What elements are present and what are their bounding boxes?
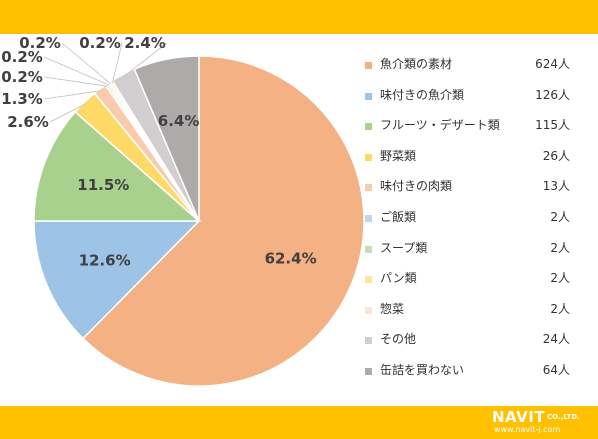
- legend-item: ご飯類 2人: [360, 205, 592, 236]
- legend-value: 13人: [542, 179, 570, 194]
- legend-swatch: [365, 337, 372, 345]
- legend: 魚介類の素材 624人味付きの魚介類 126人フルーツ・デザート類 115人野菜類 26…: [360, 52, 592, 389]
- legend-swatch: [365, 184, 372, 192]
- legend-item: パン類 2人: [360, 266, 592, 297]
- pie-data-label: 12.6%: [79, 251, 131, 269]
- legend-label: 惣菜: [380, 301, 405, 316]
- legend-value: 624人: [535, 57, 570, 71]
- leader-line: [112, 42, 123, 83]
- legend-swatch: [365, 62, 372, 69]
- legend-swatch: [365, 214, 372, 222]
- legend-swatch: [365, 367, 372, 375]
- logo-url: www.navit-j.com: [494, 425, 561, 434]
- top-banner: [0, 0, 598, 34]
- pie-slices: [33, 55, 365, 387]
- legend-value: 24人: [542, 332, 570, 347]
- leader-lines: [43, 42, 168, 123]
- legend-item: 味付きの魚介類 126人: [360, 83, 592, 114]
- pie-data-label: 1.3%: [1, 90, 43, 108]
- legend-item: 野菜類 26人: [360, 144, 592, 175]
- legend-value: 2人: [550, 271, 570, 286]
- legend-label: 味付きの肉類: [380, 179, 453, 194]
- pie-slice: [33, 110, 201, 222]
- pie-slice: [33, 220, 201, 340]
- pie-data-label: 6.4%: [158, 112, 200, 130]
- legend-item: その他 24人: [360, 327, 592, 358]
- leader-line: [123, 42, 168, 77]
- legend-value: 2人: [550, 301, 570, 316]
- logo-name: NAVIT: [492, 408, 546, 426]
- legend-label: 魚介類の素材: [380, 57, 453, 71]
- legend-value: 26人: [542, 148, 570, 163]
- legend-item: スープ類 2人: [360, 236, 592, 267]
- legend-label: 野菜類: [380, 148, 417, 163]
- pie-data-label: 0.2%: [1, 48, 43, 66]
- pie-data-label: 2.4%: [124, 34, 166, 52]
- legend-swatch: [365, 276, 372, 284]
- legend-item: 魚介類の素材 624人: [360, 52, 592, 83]
- pie-data-label: 0.2%: [1, 68, 43, 86]
- legend-swatch: [365, 153, 372, 161]
- legend-value: 126人: [535, 87, 570, 102]
- legend-swatch: [365, 123, 372, 131]
- pie-data-label: 11.5%: [77, 176, 129, 194]
- legend-item: 惣菜 2人: [360, 297, 592, 328]
- legend-item: フルーツ・デザート類 115人: [360, 113, 592, 144]
- data-labels: 62.4%12.6%11.5%2.6%1.3%0.2%0.2%0.2% 0.2% 2…: [1, 34, 316, 269]
- legend-swatch: [365, 92, 372, 100]
- legend-value: 115人: [535, 118, 570, 133]
- pie-data-label: 0.2%: [79, 34, 121, 52]
- legend-label: 缶詰を買わない: [380, 362, 465, 377]
- legend-value: 2人: [550, 209, 570, 224]
- leader-line: [49, 103, 87, 123]
- logo-suffix: CO.,LTD.: [547, 413, 580, 421]
- pie-data-label: 0.2%: [19, 34, 61, 52]
- pie-data-label: 62.4%: [265, 250, 317, 268]
- navit-logo: NAVIT CO.,LTD. www.navit-j.com: [492, 408, 592, 436]
- legend-swatch: [365, 306, 372, 314]
- legend-label: パン類: [380, 271, 417, 286]
- legend-label: ご飯類: [380, 209, 417, 224]
- legend-swatch: [365, 245, 372, 253]
- legend-item: 缶詰を買わない 64人: [360, 358, 592, 389]
- leader-line: [61, 42, 112, 85]
- legend-item: 味付きの肉類 13人: [360, 174, 592, 205]
- legend-value: 64人: [542, 362, 570, 377]
- leader-line: [43, 56, 110, 86]
- pie-slice: [133, 55, 200, 222]
- legend-value: 2人: [550, 240, 570, 255]
- legend-label: その他: [380, 332, 417, 347]
- leader-line: [43, 76, 108, 87]
- legend-label: フルーツ・デザート類: [380, 118, 500, 133]
- pie-slice: [81, 55, 365, 387]
- legend-label: 味付きの魚介類: [380, 87, 465, 102]
- leader-line: [43, 90, 102, 100]
- pie-data-label: 2.6%: [7, 113, 49, 131]
- legend-label: スープ類: [380, 240, 428, 255]
- bottom-banner: [0, 406, 598, 439]
